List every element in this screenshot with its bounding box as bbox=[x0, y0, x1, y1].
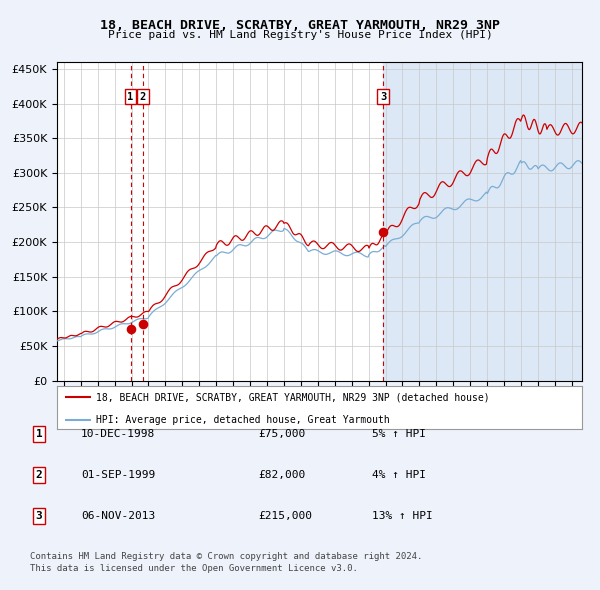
Text: 4% ↑ HPI: 4% ↑ HPI bbox=[372, 470, 426, 480]
Point bbox=[126, 324, 136, 333]
Text: 3: 3 bbox=[35, 511, 43, 520]
Text: Contains HM Land Registry data © Crown copyright and database right 2024.: Contains HM Land Registry data © Crown c… bbox=[30, 552, 422, 561]
Point bbox=[138, 319, 148, 329]
Text: This data is licensed under the Open Government Licence v3.0.: This data is licensed under the Open Gov… bbox=[30, 563, 358, 573]
Text: 1: 1 bbox=[127, 91, 134, 101]
Text: 3: 3 bbox=[380, 91, 386, 101]
Text: 1: 1 bbox=[35, 430, 43, 439]
Text: 06-NOV-2013: 06-NOV-2013 bbox=[81, 511, 155, 520]
Point bbox=[378, 227, 388, 237]
Text: 10-DEC-1998: 10-DEC-1998 bbox=[81, 430, 155, 439]
Text: £215,000: £215,000 bbox=[258, 511, 312, 520]
Text: £82,000: £82,000 bbox=[258, 470, 305, 480]
Text: 18, BEACH DRIVE, SCRATBY, GREAT YARMOUTH, NR29 3NP: 18, BEACH DRIVE, SCRATBY, GREAT YARMOUTH… bbox=[100, 19, 500, 32]
Bar bbox=[383, 62, 582, 381]
Text: HPI: Average price, detached house, Great Yarmouth: HPI: Average price, detached house, Grea… bbox=[97, 415, 390, 425]
Text: £75,000: £75,000 bbox=[258, 430, 305, 439]
Text: 2: 2 bbox=[35, 470, 43, 480]
Text: 2: 2 bbox=[140, 91, 146, 101]
Text: 18, BEACH DRIVE, SCRATBY, GREAT YARMOUTH, NR29 3NP (detached house): 18, BEACH DRIVE, SCRATBY, GREAT YARMOUTH… bbox=[97, 392, 490, 402]
Text: 13% ↑ HPI: 13% ↑ HPI bbox=[372, 511, 433, 520]
Text: Price paid vs. HM Land Registry's House Price Index (HPI): Price paid vs. HM Land Registry's House … bbox=[107, 30, 493, 40]
Text: 5% ↑ HPI: 5% ↑ HPI bbox=[372, 430, 426, 439]
Text: 01-SEP-1999: 01-SEP-1999 bbox=[81, 470, 155, 480]
